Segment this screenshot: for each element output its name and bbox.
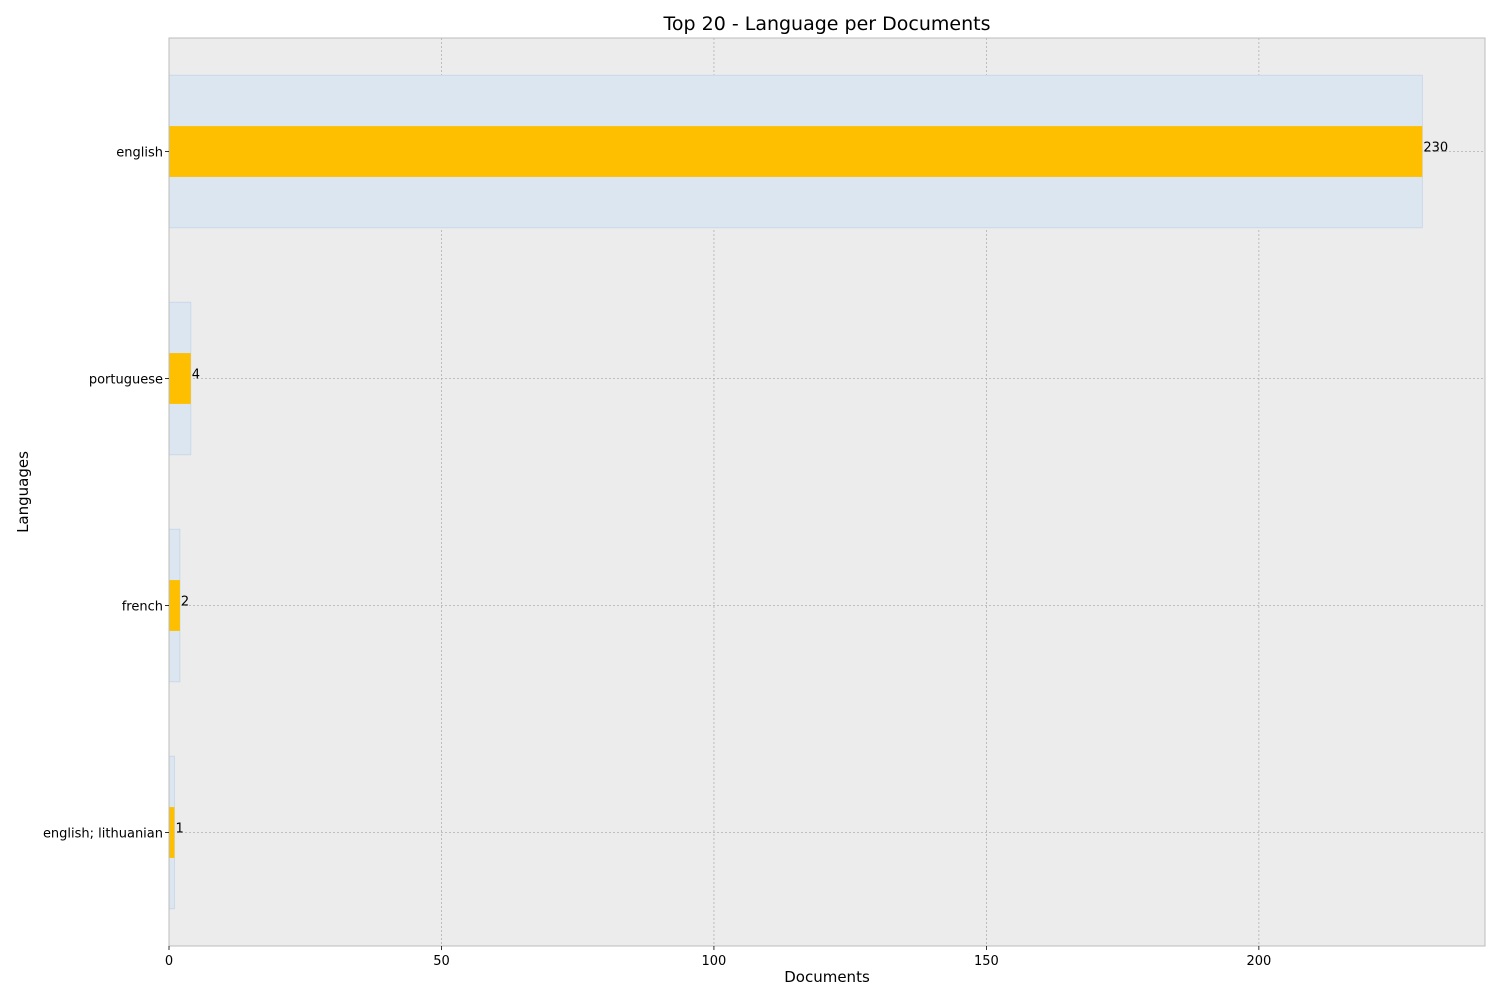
x-axis-label: Documents — [784, 968, 870, 986]
bar-value-label: 230 — [1423, 141, 1448, 156]
y-tick-label: english — [116, 146, 163, 161]
bar — [169, 353, 191, 404]
bar-value-label: 1 — [175, 822, 183, 837]
bar — [169, 126, 1423, 177]
bar-value-label: 4 — [192, 368, 200, 383]
bar — [169, 580, 180, 631]
x-tick-label: 50 — [433, 954, 450, 969]
y-axis-label: Languages — [14, 451, 32, 533]
bar-value-label: 2 — [181, 595, 189, 610]
bar-layer — [168, 74, 1423, 910]
y-tick-label: english; lithuanian — [43, 827, 163, 842]
axis-layer: english portuguese french english; lithuani… — [43, 146, 1271, 970]
plot-frame — [168, 37, 1486, 947]
chart-title: Top 20 - Language per Documents — [663, 13, 991, 35]
y-tick-label: french — [122, 600, 163, 615]
x-tick-label: 150 — [974, 954, 999, 969]
label-layer: 230 4 2 1 — [175, 141, 1448, 837]
bar — [169, 807, 175, 858]
x-tick-label: 100 — [702, 954, 727, 969]
x-tick-label: 200 — [1246, 954, 1271, 969]
y-tick-label: portuguese — [89, 373, 163, 388]
x-tick-label: 0 — [165, 954, 173, 969]
